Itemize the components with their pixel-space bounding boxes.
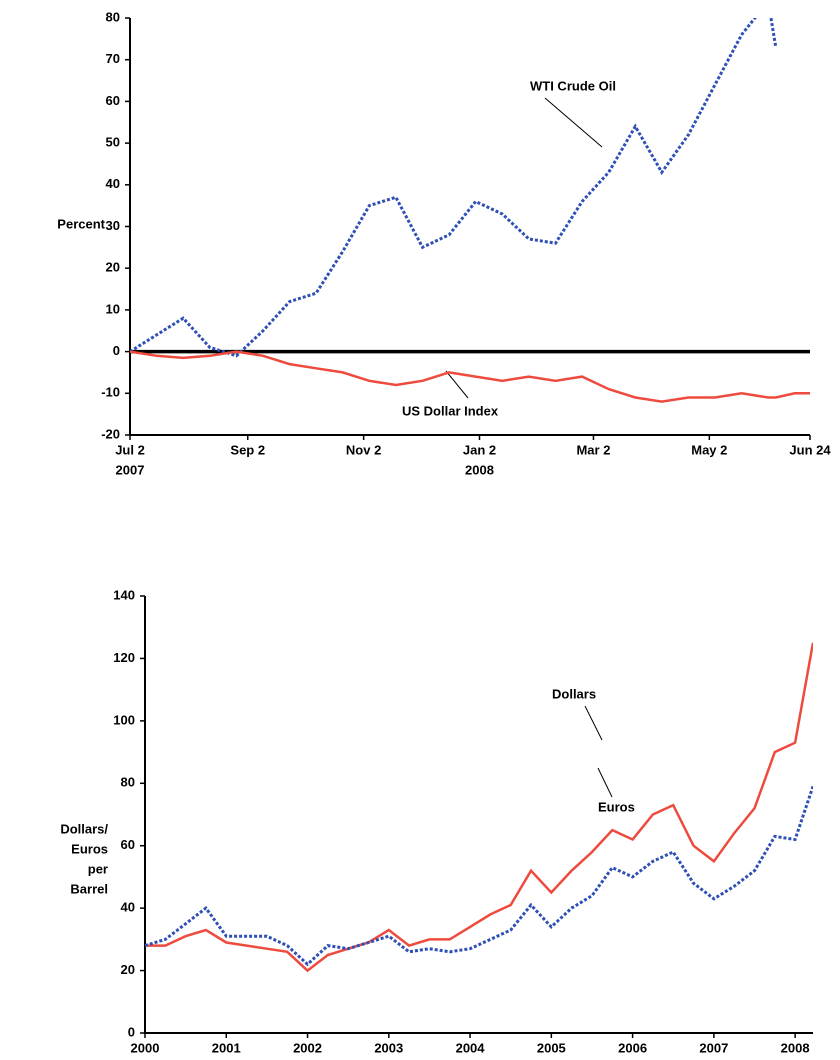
annotation: WTI Crude Oil	[530, 78, 616, 93]
x-tick-label: May 2	[691, 442, 727, 457]
y-tick-label: 60	[121, 837, 135, 852]
x-tick-label: Nov 2	[346, 442, 381, 457]
y-tick-label: 100	[113, 712, 135, 727]
y-axis-label: Dollars/	[60, 821, 108, 836]
y-tick-label: 0	[128, 1024, 135, 1039]
y-tick-label: 40	[106, 176, 120, 191]
y-tick-label: 10	[106, 301, 120, 316]
x-tick-label: 2004	[456, 1040, 486, 1055]
data-line	[130, 350, 810, 403]
annotation: Euros	[598, 799, 635, 814]
y-tick-label: -20	[101, 426, 120, 441]
y-tick-label: 60	[106, 93, 120, 108]
y-axis-label: Barrel	[70, 881, 108, 896]
y-tick-label: 80	[121, 775, 135, 790]
y-tick-label: 120	[113, 650, 135, 665]
year-label: 2008	[465, 462, 494, 477]
x-tick-label: 2003	[374, 1040, 403, 1055]
x-tick-label: 2002	[293, 1040, 322, 1055]
y-tick-label: 20	[106, 260, 120, 275]
data-line	[130, 18, 778, 358]
y-tick-label: 20	[121, 962, 135, 977]
annotation: US Dollar Index	[402, 403, 499, 418]
x-tick-label: Mar 2	[576, 442, 610, 457]
y-axis-label: per	[88, 861, 108, 876]
x-tick-label: 2007	[699, 1040, 728, 1055]
y-axis-label: Euros	[71, 841, 108, 856]
x-tick-label: 2001	[212, 1040, 241, 1055]
data-line	[145, 642, 813, 973]
y-tick-label: 30	[106, 218, 120, 233]
y-tick-label: 50	[106, 135, 120, 150]
data-line	[145, 785, 813, 967]
leader-line	[597, 767, 613, 798]
x-tick-label: Sep 2	[230, 442, 265, 457]
year-label: 2007	[116, 462, 145, 477]
leader-line	[445, 370, 469, 399]
x-tick-label: 2008	[781, 1040, 810, 1055]
y-tick-label: 140	[113, 587, 135, 602]
y-tick-label: 70	[106, 51, 120, 66]
x-tick-label: 2000	[131, 1040, 160, 1055]
y-tick-label: 0	[113, 343, 120, 358]
x-tick-label: 2005	[537, 1040, 566, 1055]
x-tick-label: Jun 24	[789, 442, 831, 457]
leader-line	[544, 97, 603, 148]
leader-line	[584, 705, 603, 741]
y-tick-label: -10	[101, 385, 120, 400]
x-tick-label: 2006	[618, 1040, 647, 1055]
y-tick-label: 80	[106, 9, 120, 24]
x-tick-label: Jul 2	[115, 442, 145, 457]
y-tick-label: 40	[121, 900, 135, 915]
x-tick-label: Jan 2	[463, 442, 496, 457]
annotation: Dollars	[552, 686, 596, 701]
y-axis-label: Percent	[57, 216, 105, 231]
